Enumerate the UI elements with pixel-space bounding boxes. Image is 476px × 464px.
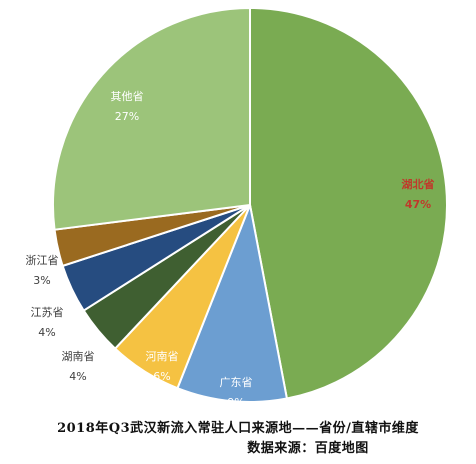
slice-value-label: 4%	[38, 326, 55, 339]
slice-value-label: 4%	[69, 370, 86, 383]
slice-value-label: 3%	[33, 274, 50, 287]
slice-label: 河南省	[146, 350, 179, 363]
slice-label: 湖北省	[402, 177, 435, 191]
chart-title: 2018年Q3武汉新流入常驻人口来源地——省份/直辖市维度	[57, 421, 419, 436]
slice-label: 湖南省	[62, 350, 95, 363]
slice-label: 其他省	[111, 90, 144, 103]
slice-label: 广东省	[220, 376, 253, 389]
slice-value-label: 27%	[115, 110, 139, 123]
slice-value-label: 9%	[227, 396, 244, 409]
pie-slice	[52, 7, 251, 231]
pie-slice	[249, 7, 448, 400]
slice-label: 浙江省	[26, 254, 59, 267]
slice-value-label: 47%	[405, 198, 431, 211]
chart-source: 数据来源：百度地图	[247, 441, 369, 456]
slice-value-label: 6%	[153, 370, 170, 383]
pie-slice	[176, 204, 288, 403]
slice-label: 江苏省	[31, 306, 64, 319]
